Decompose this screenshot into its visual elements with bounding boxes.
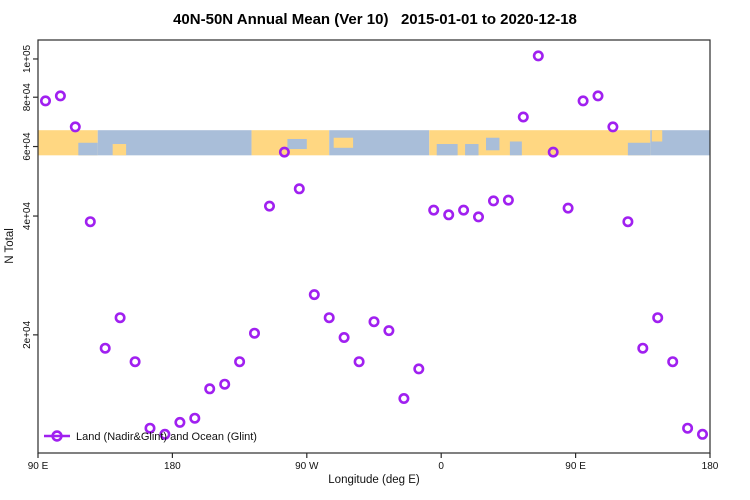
y-axis-label: N Total [4, 228, 16, 264]
data-point [428, 204, 440, 216]
y-axis-tick-label: 6e+04 [22, 132, 33, 161]
data-point [204, 383, 216, 395]
y-axis-tick-label: 1e+05 [22, 44, 33, 73]
data-point [562, 202, 574, 214]
data-point [607, 121, 619, 133]
data-point [637, 342, 649, 354]
band-patch-land [333, 137, 354, 148]
y-axis-tick-label: 2e+04 [22, 320, 33, 349]
plot-border [37, 39, 711, 454]
data-point [696, 428, 708, 440]
data-point [532, 50, 544, 62]
data-point [682, 422, 694, 434]
data-point [502, 194, 514, 206]
x-axis-tick-label: 180 [702, 461, 719, 472]
axes: 90 E 180 90 W 0 90 E 180 1e+05 8e+04 6e+04 4e+04 2… [22, 44, 719, 472]
band-patch-land [112, 144, 127, 156]
data-point [487, 195, 499, 207]
data-point [159, 428, 171, 440]
data-point [39, 95, 51, 107]
legend-label: Land (Nadir&Glint) and Ocean (Glint) [76, 431, 257, 443]
x-axis-tick-label: 90 W [295, 461, 319, 472]
data-point [413, 363, 425, 375]
scatter-points [39, 50, 708, 440]
data-point [577, 95, 589, 107]
data-point [308, 289, 320, 301]
band-patch-land [651, 130, 663, 142]
x-axis-tick-label: 90 E [565, 461, 586, 472]
band-patch-ocean [486, 137, 500, 151]
chart-title: 40N-50N Annual Mean (Ver 10) 2015-01-01 … [173, 11, 577, 28]
data-point [592, 90, 604, 102]
data-point [99, 342, 111, 354]
data-point [517, 111, 529, 123]
data-point [249, 327, 261, 339]
data-point [323, 312, 335, 324]
latitude-band-map [38, 130, 710, 156]
y-axis-tick-label: 8e+04 [22, 83, 33, 112]
data-point [458, 204, 470, 216]
data-point [398, 392, 410, 404]
data-point [547, 146, 559, 158]
data-point [174, 416, 186, 428]
data-point [383, 325, 395, 337]
band-patch-ocean [436, 144, 458, 156]
data-point [69, 121, 81, 133]
data-point [443, 209, 455, 221]
band-patch-ocean [78, 142, 98, 156]
data-point [652, 312, 664, 324]
data-point [278, 146, 290, 158]
legend: Land (Nadir&Glint) and Ocean (Glint) [44, 430, 257, 443]
data-point [234, 356, 246, 368]
data-point [219, 378, 231, 390]
legend-circle-marker [51, 430, 63, 442]
band-patch-ocean [509, 141, 522, 156]
data-point [293, 183, 305, 195]
data-point [263, 200, 275, 212]
data-point [84, 216, 96, 228]
x-axis-tick-label: 0 [438, 461, 444, 472]
band-patch-ocean [287, 138, 307, 150]
band-patch-ocean [627, 142, 651, 156]
data-point [189, 412, 201, 424]
x-axis-tick-label: 90 E [28, 461, 49, 472]
data-point [622, 216, 634, 228]
data-point [144, 422, 156, 434]
data-point [368, 316, 380, 328]
band-segment-land [429, 130, 651, 156]
y-axis-tick-label: 4e+04 [22, 202, 33, 231]
data-point [472, 211, 484, 223]
data-point [338, 331, 350, 343]
band-patch-ocean [465, 144, 479, 156]
data-point [129, 356, 141, 368]
data-point [353, 356, 365, 368]
x-axis-label: Longitude (deg E) [328, 474, 420, 486]
data-point [667, 356, 679, 368]
x-axis-tick-label: 180 [164, 461, 181, 472]
data-point [114, 312, 126, 324]
data-point [54, 90, 66, 102]
